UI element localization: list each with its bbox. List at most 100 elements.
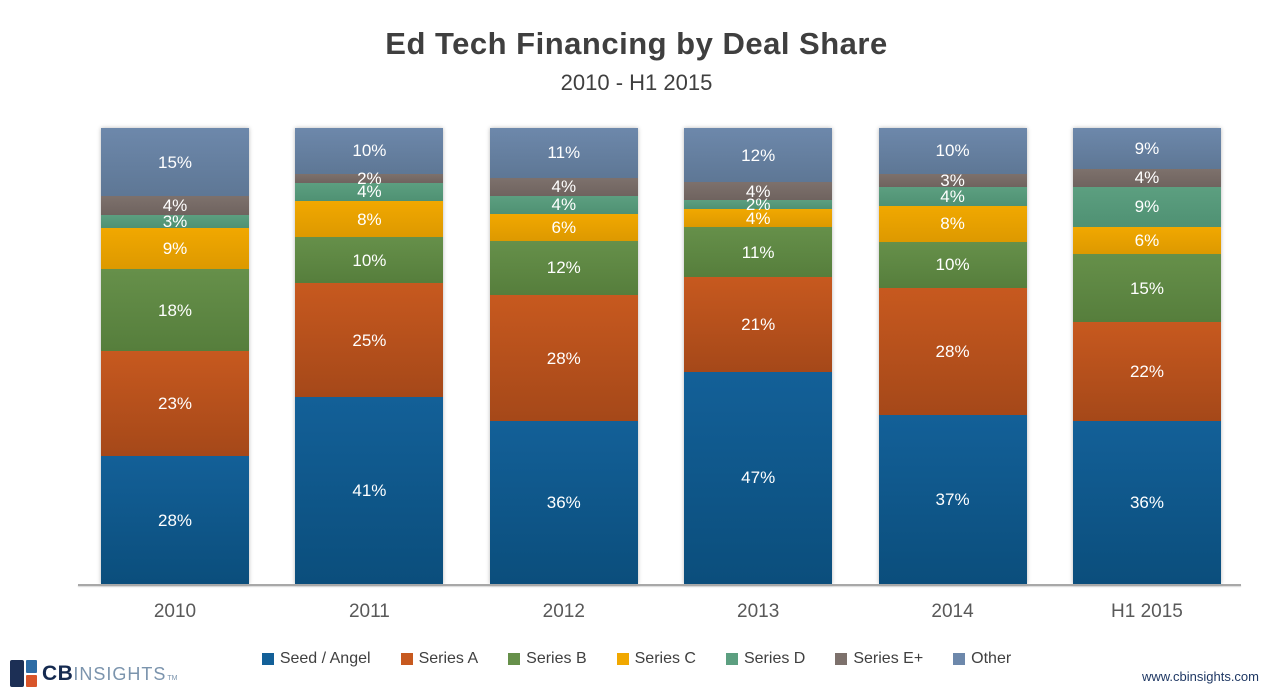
legend-swatch-icon: [616, 653, 629, 665]
bar-segment-series-a: 21%: [684, 276, 833, 372]
legend-label: Series B: [526, 650, 587, 667]
segment-value-label: 6%: [1134, 231, 1160, 251]
segment-value-label: 23%: [157, 394, 193, 414]
legend-swatch-icon: [953, 653, 966, 665]
bar-segment-series-a: 28%: [489, 295, 638, 422]
bar-segment-series-b: 12%: [489, 240, 638, 295]
cbinsights-logo-icon: [10, 660, 37, 687]
segment-value-label: 8%: [940, 214, 965, 234]
bar-segment-series-a: 22%: [1072, 322, 1221, 422]
bar-segment-series-d: 4%: [295, 182, 444, 201]
bar-segment-other: 9%: [1072, 128, 1221, 169]
segment-value-label: 9%: [1134, 138, 1160, 158]
chart-subtitle: 2010 - H1 2015: [560, 70, 713, 95]
logo-tm-text: TM: [167, 674, 178, 682]
bar-2010: 15% 4% 3% 9% 18% 23% 28%: [101, 128, 249, 584]
segment-value-label: 10%: [935, 141, 970, 161]
legend-item-series-a: Series A: [400, 650, 479, 668]
segment-value-label: 18%: [157, 300, 193, 320]
segment-value-label: 4%: [551, 195, 577, 215]
x-axis-label-2013: 2013: [737, 601, 780, 622]
bar-2011: 10% 2% 4% 8% 10% 25% 41%: [295, 128, 444, 584]
bar-segment-seed-angel: 47%: [684, 371, 833, 584]
bar-segment-series-b: 11%: [684, 227, 833, 277]
bar-segment-other: 15%: [101, 128, 249, 197]
bar-segment-other: 10%: [878, 128, 1027, 174]
segment-value-label: 28%: [157, 510, 193, 530]
segment-value-label: 4%: [940, 186, 965, 206]
bar-segment-series-c: 6%: [1072, 227, 1221, 255]
bar-segment-series-d: 4%: [878, 186, 1027, 206]
logo-cb-text: CB: [42, 661, 74, 685]
legend-item-series-e-: Series E+: [835, 650, 923, 668]
logo-insights-text: INSIGHTS: [73, 663, 167, 684]
bar-2014: 10% 3% 4% 8% 10% 28% 37%: [878, 128, 1027, 584]
chart-title: Ed Tech Financing by Deal Share: [385, 26, 888, 61]
bar-segment-seed-angel: 36%: [489, 421, 638, 584]
x-axis-label-2014: 2014: [931, 601, 974, 622]
segment-value-label: 37%: [935, 490, 970, 510]
segment-value-label: 4%: [162, 196, 188, 215]
segment-value-label: 21%: [741, 314, 776, 334]
bar-2012: 11% 4% 4% 6% 12% 28% 36%: [489, 128, 638, 584]
segment-value-label: 6%: [551, 217, 577, 237]
segment-value-label: 2%: [745, 195, 771, 215]
segment-value-label: 8%: [357, 209, 382, 229]
bar-segment-series-d: 4%: [489, 195, 638, 215]
legend-item-series-d: Series D: [725, 650, 806, 668]
x-axis-labels: 2010 2011 2012 2013 2014 H1 2015: [101, 601, 1221, 623]
bar-segment-series-b: 10%: [295, 237, 444, 283]
legend-swatch-icon: [400, 653, 413, 665]
legend-label: Other: [971, 650, 1012, 667]
segment-value-label: 11%: [741, 242, 775, 262]
legend-label: Series E+: [853, 650, 924, 667]
bar-segment-series-e-: 2%: [295, 170, 444, 187]
bar-segment-seed-angel: 37%: [878, 415, 1027, 584]
bar-h1-2015: 9% 4% 9% 6% 15% 22% 36%: [1072, 128, 1221, 584]
legend-swatch-icon: [508, 653, 521, 665]
legend-label: Seed / Angel: [279, 650, 371, 667]
bar-segment-series-a: 28%: [878, 287, 1027, 416]
legend-label: Series A: [418, 650, 479, 667]
segment-value-label: 4%: [551, 177, 577, 197]
legend-swatch-icon: [835, 653, 848, 665]
legend-swatch-icon: [261, 653, 274, 665]
bar-segment-seed-angel: 36%: [1072, 421, 1221, 584]
legend-item-series-b: Series B: [508, 650, 587, 668]
segment-value-label: 10%: [935, 255, 970, 275]
segment-value-label: 3%: [940, 170, 965, 190]
bar-segment-other: 11%: [489, 128, 638, 178]
segment-value-label: 36%: [546, 493, 581, 513]
bar-segment-series-b: 18%: [101, 269, 249, 352]
x-axis-label-h1-2015: H1 2015: [1111, 601, 1183, 622]
bar-segment-series-d: 9%: [1072, 186, 1221, 228]
segment-value-label: 3%: [162, 211, 188, 231]
bar-segment-series-c: 8%: [295, 200, 444, 238]
legend-swatch-icon: [725, 653, 738, 665]
bar-segment-series-d: 2%: [684, 196, 833, 213]
segment-value-label: 28%: [546, 348, 581, 368]
legend-item-series-c: Series C: [616, 650, 696, 668]
x-axis-label-2012: 2012: [542, 601, 585, 622]
cbinsights-logo-text: CB INSIGHTS TM: [42, 662, 177, 686]
logo-right-blocks: [26, 660, 37, 687]
segment-value-label: 15%: [1129, 278, 1164, 298]
segment-value-label: 10%: [352, 141, 387, 161]
bar-segment-series-a: 23%: [101, 351, 249, 457]
bar-segment-series-e-: 4%: [489, 177, 638, 197]
bar-segment-series-e-: 4%: [1072, 168, 1221, 187]
segment-value-label: 47%: [741, 468, 776, 488]
legend-item-other: Other: [953, 650, 1011, 668]
logo-navy-block: [10, 660, 24, 687]
legend: Seed / Angel Series A Series B Series C Seri…: [0, 650, 1273, 668]
logo-blue-block: [26, 660, 37, 673]
legend-label: Series C: [634, 650, 696, 667]
bar-segment-other: 12%: [684, 128, 833, 183]
bar-segment-series-e-: 4%: [101, 196, 249, 215]
segment-value-label: 4%: [745, 181, 771, 201]
segment-value-label: 15%: [157, 152, 193, 172]
segment-value-label: 11%: [547, 143, 581, 163]
legend-label: Series D: [743, 650, 806, 667]
segment-value-label: 28%: [935, 341, 970, 361]
